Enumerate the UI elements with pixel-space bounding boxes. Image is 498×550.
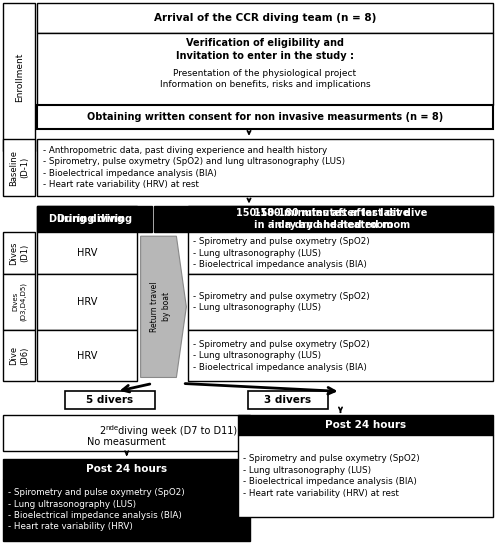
Text: Post 24 hours: Post 24 hours [86, 464, 167, 474]
Bar [188, 274, 493, 329]
Bar [3, 479, 250, 541]
Bar [37, 33, 493, 105]
Text: nde: nde [106, 425, 119, 431]
Text: 150-180 minutes after last dive
in a dry and heated room: 150-180 minutes after last dive in a dry… [237, 208, 410, 230]
Bar [3, 415, 250, 451]
Bar [37, 206, 151, 232]
Bar [37, 105, 493, 129]
Text: Post 24 hours: Post 24 hours [325, 420, 406, 430]
Bar [3, 329, 35, 382]
Bar [3, 139, 35, 196]
Bar [37, 329, 136, 382]
Bar [37, 206, 136, 232]
Text: Presentation of the physiological project
Information on benefits, risks and imp: Presentation of the physiological projec… [159, 69, 370, 90]
Text: - Spirometry and pulse oxymetry (SpO2)
- Lung ultrasonography (LUS)
- Bioelectri: - Spirometry and pulse oxymetry (SpO2) -… [243, 454, 420, 498]
Bar [37, 232, 136, 274]
Bar [3, 459, 250, 479]
Bar [3, 232, 35, 274]
Text: - Spirometry and pulse oxymetry (SpO2)
- Lung ultrasonography (LUS)
- Bioelectri: - Spirometry and pulse oxymetry (SpO2) -… [193, 340, 370, 372]
Text: 2: 2 [99, 426, 105, 436]
Bar [3, 274, 35, 329]
Bar [188, 232, 493, 274]
Text: Dives
(D1): Dives (D1) [9, 241, 29, 265]
Text: Return travel
by boat: Return travel by boat [150, 282, 170, 332]
Text: Baseline
(D-1): Baseline (D-1) [9, 150, 29, 185]
Text: - Spirometry and pulse oxymetry (SpO2)
- Lung ultrasonography (LUS): - Spirometry and pulse oxymetry (SpO2) -… [193, 292, 370, 312]
Bar [238, 435, 493, 517]
Text: During diving: During diving [49, 214, 124, 224]
Bar [65, 392, 154, 409]
Bar [3, 3, 35, 151]
Bar [153, 206, 493, 232]
Text: Dives
(D3,D4,D5): Dives (D3,D4,D5) [12, 282, 26, 321]
Text: Dive
(D6): Dive (D6) [9, 346, 29, 365]
Text: - Anthropometric data, past diving experience and health history
- Spirometry, p: - Anthropometric data, past diving exper… [43, 146, 345, 189]
Text: Enrollment: Enrollment [15, 52, 24, 102]
Bar [188, 206, 493, 232]
Text: HRV: HRV [77, 248, 97, 258]
Text: Arrival of the CCR diving team (n = 8): Arrival of the CCR diving team (n = 8) [154, 13, 376, 23]
Bar [37, 3, 493, 33]
Bar [188, 329, 493, 382]
Text: Verification of eligibility and
Invitation to enter in the study :: Verification of eligibility and Invitati… [176, 37, 354, 60]
Text: 150-180 minutes after last dive
in a dry and heated room: 150-180 minutes after last dive in a dry… [254, 208, 427, 230]
Text: 3 divers: 3 divers [264, 395, 311, 405]
Text: Obtaining written consent for non invasive measurments (n = 8): Obtaining written consent for non invasi… [87, 112, 443, 122]
Text: HRV: HRV [77, 297, 97, 307]
Bar [37, 139, 493, 196]
Bar [238, 415, 493, 435]
Polygon shape [140, 236, 186, 377]
Text: diving week (D7 to D11): diving week (D7 to D11) [115, 426, 237, 436]
Text: No measurment: No measurment [87, 437, 166, 447]
Text: 5 divers: 5 divers [86, 395, 133, 405]
Text: - Spirometry and pulse oxymetry (SpO2)
- Lung ultrasonography (LUS)
- Bioelectri: - Spirometry and pulse oxymetry (SpO2) -… [8, 488, 185, 531]
Text: - Spirometry and pulse oxymetry (SpO2)
- Lung ultrasonography (LUS)
- Bioelectri: - Spirometry and pulse oxymetry (SpO2) -… [193, 237, 370, 269]
Bar [248, 392, 328, 409]
Text: HRV: HRV [77, 350, 97, 361]
Text: During diving: During diving [57, 214, 132, 224]
Bar [37, 274, 136, 329]
